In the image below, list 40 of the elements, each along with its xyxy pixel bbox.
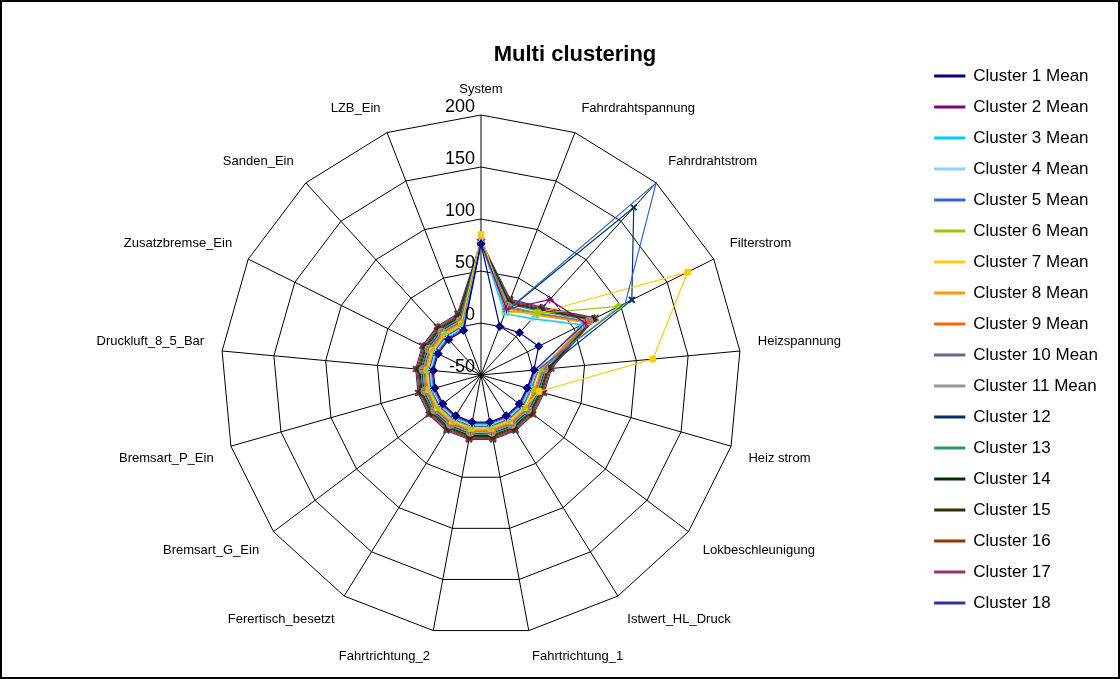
legend-label: Cluster 17 — [973, 561, 1051, 581]
legend-label: Cluster 16 — [973, 530, 1051, 550]
legend-label: Cluster 7 Mean — [973, 251, 1089, 271]
y-tick-label: 100 — [444, 199, 475, 220]
legend-label: Cluster 8 Mean — [973, 282, 1089, 302]
legend-label: Cluster 3 Mean — [973, 127, 1089, 147]
legend-label: Cluster 12 — [973, 406, 1051, 426]
chart-title: Multi clustering — [493, 41, 657, 67]
spoke-label: Filterstrom — [729, 234, 792, 250]
spoke-label: Bremsart_G_Ein — [163, 541, 260, 557]
spoke-label: Fahrdrahtspannung — [581, 99, 695, 115]
spoke-label: LZB_Ein — [330, 99, 381, 115]
legend-label: Cluster 6 Mean — [973, 220, 1089, 240]
y-tick-label: 150 — [444, 147, 475, 168]
legend-label: Cluster 5 Mean — [973, 189, 1089, 209]
legend-label: Cluster 10 Mean — [973, 344, 1099, 364]
spoke-label: Bremsart_P_Ein — [118, 450, 214, 466]
legend-label: Cluster 9 Mean — [973, 313, 1089, 333]
spoke-label: System — [459, 80, 503, 96]
spoke-label: Fahrtrichtung_1 — [532, 647, 624, 663]
legend-label: Cluster 15 — [973, 499, 1051, 519]
spoke-label: Fahrdrahtstrom — [668, 153, 758, 169]
spoke-label: Zusatzbremse_Ein — [123, 234, 233, 250]
y-tick-label: 50 — [454, 251, 475, 272]
spoke-label: Heizspannung — [757, 333, 841, 349]
legend-label: Cluster 14 — [973, 468, 1051, 488]
legend-label: Cluster 13 — [973, 437, 1051, 457]
spoke-label: Heiz strom — [748, 450, 811, 466]
legend-label: Cluster 11 Mean — [973, 375, 1097, 395]
y-tick-label: 200 — [444, 95, 475, 116]
legend-label: Cluster 4 Mean — [973, 158, 1089, 178]
spoke-label: Ferertisch_besetzt — [227, 610, 336, 626]
spoke-label: Lokbeschleunigung — [702, 541, 815, 557]
spoke-label: Druckluft_8_5_Bar — [96, 333, 205, 349]
spoke-label: Sanden_Ein — [222, 153, 294, 169]
legend-label: Cluster 1 Mean — [973, 65, 1089, 85]
spoke-label: Istwert_HL_Druck — [627, 610, 732, 626]
legend-label: Cluster 2 Mean — [973, 96, 1089, 116]
spoke-label: Fahrtrichtung_2 — [338, 647, 430, 663]
legend-label: Cluster 18 — [973, 592, 1051, 612]
